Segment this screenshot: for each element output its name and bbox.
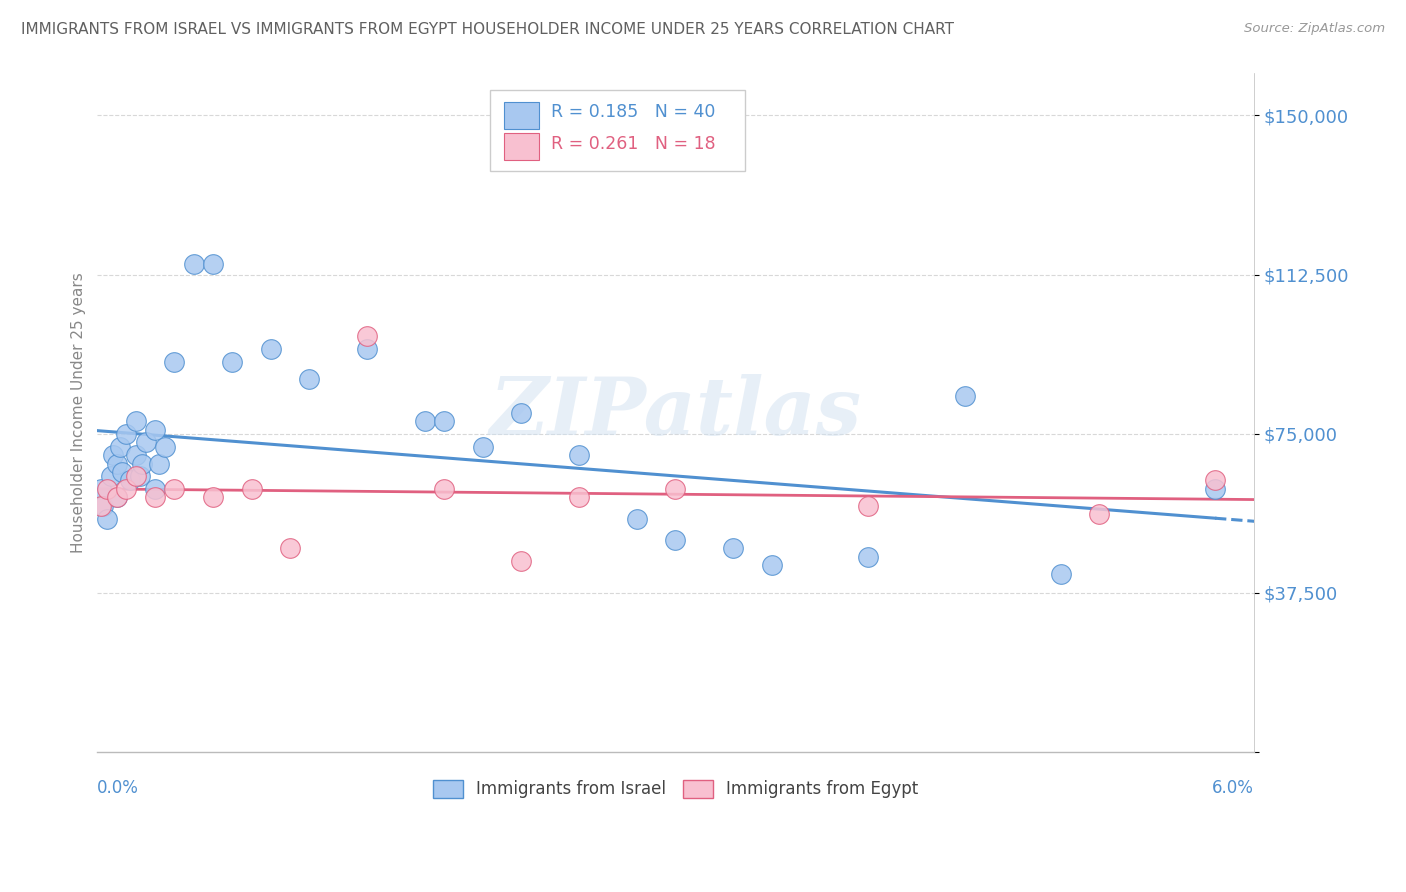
Text: 6.0%: 6.0% xyxy=(1212,779,1254,797)
Point xyxy=(1204,474,1226,488)
Point xyxy=(240,482,263,496)
Point xyxy=(115,482,138,496)
Legend: Immigrants from Israel, Immigrants from Egypt: Immigrants from Israel, Immigrants from … xyxy=(426,773,925,805)
Text: R = 0.185   N = 40: R = 0.185 N = 40 xyxy=(551,103,716,121)
Point xyxy=(125,469,148,483)
Point xyxy=(105,491,128,505)
Point xyxy=(856,549,879,564)
Point xyxy=(131,457,153,471)
FancyBboxPatch shape xyxy=(505,102,538,128)
Point xyxy=(626,511,648,525)
Point xyxy=(433,482,456,496)
Text: 0.0%: 0.0% xyxy=(97,779,139,797)
Text: Source: ZipAtlas.com: Source: ZipAtlas.com xyxy=(1244,22,1385,36)
FancyBboxPatch shape xyxy=(491,90,745,171)
Point xyxy=(260,342,283,356)
Text: IMMIGRANTS FROM ISRAEL VS IMMIGRANTS FROM EGYPT HOUSEHOLDER INCOME UNDER 25 YEAR: IMMIGRANTS FROM ISRAEL VS IMMIGRANTS FRO… xyxy=(21,22,955,37)
Point xyxy=(723,541,745,556)
Point xyxy=(183,257,205,271)
Point xyxy=(856,499,879,513)
Point xyxy=(125,448,148,462)
Point xyxy=(163,482,186,496)
Point xyxy=(96,482,118,496)
Point xyxy=(90,499,112,513)
Point xyxy=(664,533,686,547)
Point xyxy=(664,482,686,496)
Point xyxy=(163,354,186,368)
Point xyxy=(105,491,128,505)
Point xyxy=(143,491,166,505)
Point xyxy=(568,448,591,462)
Point xyxy=(201,491,224,505)
Point xyxy=(90,482,112,496)
Point xyxy=(143,482,166,496)
Point xyxy=(125,414,148,428)
Text: R = 0.261   N = 18: R = 0.261 N = 18 xyxy=(551,136,716,153)
Point xyxy=(1204,482,1226,496)
Point xyxy=(201,257,224,271)
Point xyxy=(91,499,114,513)
FancyBboxPatch shape xyxy=(505,133,538,160)
Text: ZIPatlas: ZIPatlas xyxy=(489,374,862,451)
Point xyxy=(413,414,436,428)
Point xyxy=(356,329,378,343)
Point xyxy=(111,465,134,479)
Point xyxy=(510,554,533,568)
Point xyxy=(153,440,176,454)
Point xyxy=(298,371,321,385)
Point xyxy=(105,457,128,471)
Point xyxy=(148,457,170,471)
Point xyxy=(568,491,591,505)
Point xyxy=(115,426,138,441)
Point xyxy=(101,448,124,462)
Point xyxy=(100,469,122,483)
Point xyxy=(1050,566,1073,581)
Point xyxy=(1088,508,1111,522)
Point xyxy=(471,440,494,454)
Point xyxy=(953,388,976,402)
Point xyxy=(143,423,166,437)
Point xyxy=(510,406,533,420)
Point xyxy=(433,414,456,428)
Point xyxy=(356,342,378,356)
Point xyxy=(110,440,132,454)
Point xyxy=(221,354,243,368)
Point xyxy=(278,541,301,556)
Point xyxy=(761,558,783,573)
Point xyxy=(128,469,150,483)
Point xyxy=(96,511,118,525)
Point xyxy=(135,435,157,450)
Point xyxy=(120,474,142,488)
Y-axis label: Householder Income Under 25 years: Householder Income Under 25 years xyxy=(72,272,86,553)
